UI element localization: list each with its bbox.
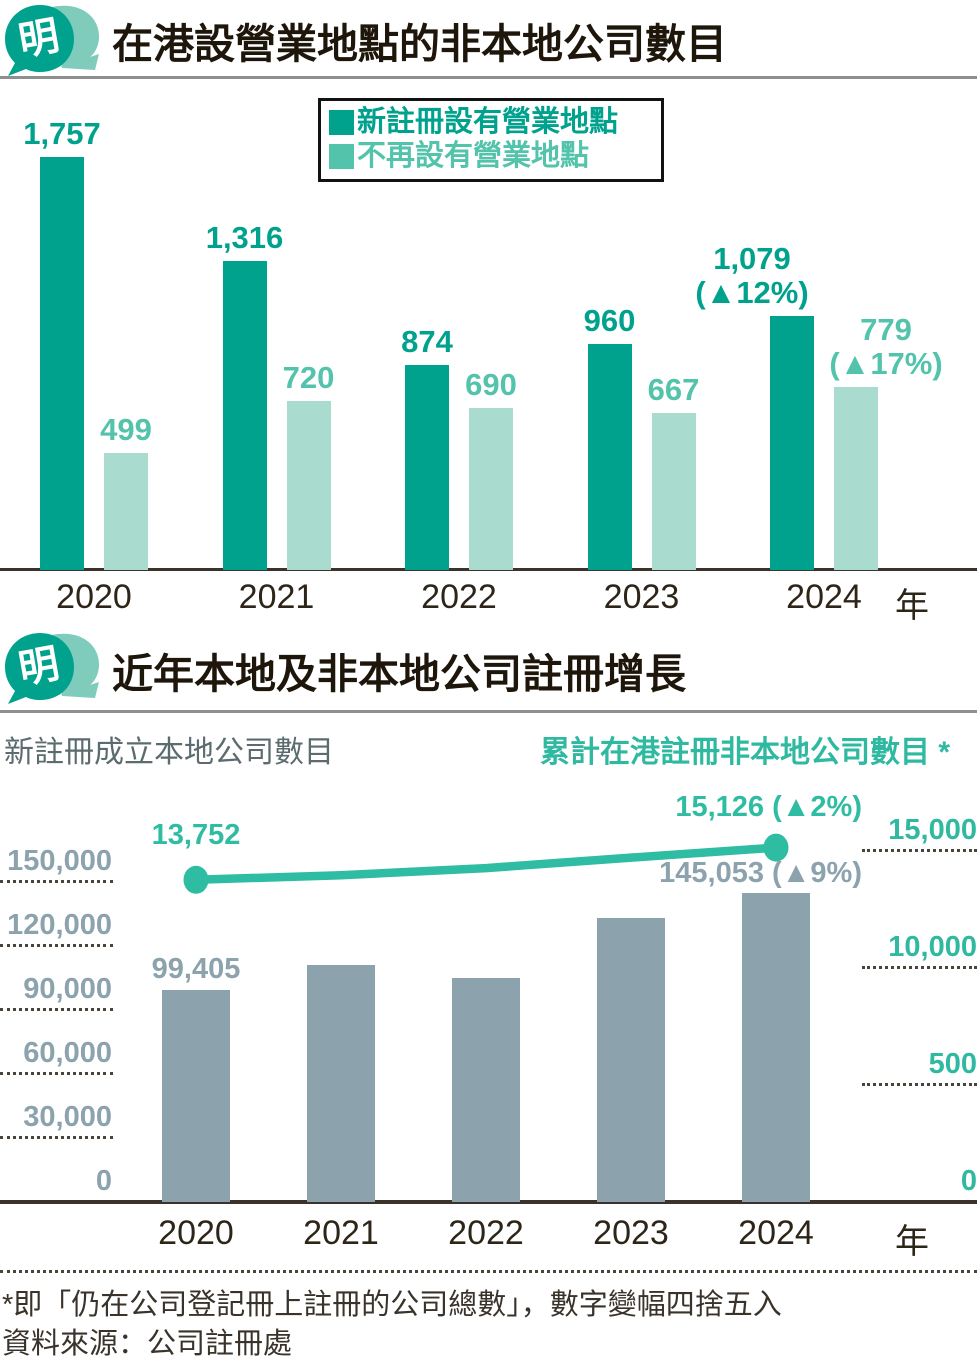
chart2-right-tick: 15,000 (888, 813, 977, 846)
chart2-right-tick: 10,000 (888, 930, 977, 963)
chart1-bar-value-label: 874 (401, 324, 453, 359)
chart1-year-label: 2022 (421, 578, 497, 616)
chart2-right-tick: 0 (960, 1165, 977, 1197)
chart1-year-label: 2021 (238, 578, 315, 616)
chart2-year-label: 2023 (593, 1214, 669, 1252)
legend-swatch-light (329, 143, 354, 169)
legend-row-new-registered: 新註冊設有營業地點 (329, 105, 653, 139)
chart2-bar-local-companies-2024 (742, 893, 810, 1202)
chart1-bar-value-label: 1,079 (▲12%) (695, 241, 809, 310)
logo-char: 明 (15, 642, 62, 692)
chart2-line-value-label: 13,752 (151, 819, 241, 851)
chart2-right-tick: 500 (928, 1047, 977, 1080)
chart2-year-label: 2020 (158, 1214, 234, 1252)
chart1-bar-newreg-2024 (770, 316, 814, 570)
chart2-unit-label: 年 (895, 1223, 929, 1261)
chart1-bar-value-label: 690 (465, 367, 517, 402)
legend-label: 新註冊設有營業地點 (357, 106, 619, 138)
chart1-bar-newreg-2023 (587, 344, 632, 570)
chart2-left-tick: 90,000 (23, 973, 112, 1005)
chart1-bar-value-label: 667 (647, 372, 700, 407)
chart1-bar-nolonger-2022 (469, 408, 513, 570)
chart1-bar-value-label: 1,757 (23, 116, 101, 151)
chart1-bar-value-label: 720 (282, 360, 335, 395)
chart2-left-gridline (0, 1008, 113, 1011)
chart1-bar-value-label: 1,316 (205, 220, 284, 255)
chart2-left-tick: 30,000 (23, 1101, 112, 1133)
legend-label: 不再設有營業地點 (357, 140, 590, 172)
chart2-right-axis-title: 累計在港註冊非本地公司數目 * (539, 736, 950, 769)
chart1-year-label: 2024 (786, 578, 862, 616)
chart1-bar-nolonger-2023 (651, 413, 696, 570)
chart1-bar-nolonger-2021 (286, 401, 331, 570)
chart2-right-gridline (862, 965, 977, 969)
section1-title: 在港設營業地點的非本地公司數目 (112, 21, 727, 67)
chart2-left-gridline (0, 880, 113, 883)
chart1-year-label: 2023 (603, 578, 680, 616)
chart2-bar-value-label: 99,405 (151, 953, 241, 985)
chart1-bar-value-label: 779 (▲17%) (829, 312, 943, 381)
chart2-year-label: 2024 (738, 1214, 814, 1252)
mingpao-logo: 明 (5, 5, 100, 76)
chart1-bar-newreg-2022 (405, 365, 449, 570)
chart2-bar-local-companies-2022 (452, 978, 520, 1202)
legend-row-no-longer: 不再設有營業地點 (329, 139, 653, 173)
footer-divider-dotted (0, 1270, 977, 1273)
section2-title: 近年本地及非本地公司註冊增長 (112, 651, 686, 697)
section2-divider (0, 710, 977, 713)
chart2-left-tick: 150,000 (7, 845, 112, 877)
chart1-bar-newreg-2020 (40, 157, 84, 570)
chart1-bar-nolonger-2024 (834, 387, 878, 570)
chart2-left-gridline (0, 944, 113, 947)
chart2-line-value-label: 15,126 (▲2%) (675, 791, 862, 823)
chart2-left-tick: 120,000 (7, 909, 112, 941)
chart1-year-label: 2020 (56, 578, 132, 616)
chart2-bar-local-companies-2021 (307, 965, 375, 1202)
source-text: 資料來源：公司註冊處 (2, 1328, 293, 1360)
chart2-left-tick: 60,000 (23, 1037, 112, 1069)
chart2-baseline (0, 1200, 977, 1204)
chart1-bar-value-label: 499 (100, 412, 152, 447)
chart1-bar-value-label: 960 (583, 303, 636, 338)
chart2-left-gridline (0, 1072, 113, 1075)
section1-divider (0, 76, 977, 79)
chart2-left-gridline (0, 1136, 113, 1139)
footnote-text: *即「仍在公司登記冊上註冊的公司總數」，數字變幅四捨五入 (2, 1289, 782, 1321)
logo-char: 明 (15, 14, 62, 64)
chart2-right-gridline (862, 1082, 977, 1086)
chart2-right-gridline (862, 848, 977, 852)
chart2-left-tick: 0 (95, 1165, 112, 1197)
chart2-bar-local-companies-2020 (162, 990, 230, 1202)
chart1-legend: 新註冊設有營業地點 不再設有營業地點 (318, 98, 664, 182)
chart2-year-label: 2022 (448, 1214, 524, 1252)
chart2-bar-local-companies-2023 (597, 918, 665, 1202)
chart1-unit-label: 年 (895, 587, 929, 625)
chart1-bar-nolonger-2020 (104, 453, 148, 570)
legend-swatch-dark (329, 109, 354, 135)
chart2-bar-value-label: 145,053 (▲9%) (659, 857, 862, 889)
chart2-year-label: 2021 (303, 1214, 379, 1252)
chart2-left-axis-title: 新註冊成立本地公司數目 (4, 736, 334, 769)
mingpao-logo: 明 (5, 633, 100, 704)
chart1-bar-newreg-2021 (222, 261, 267, 570)
